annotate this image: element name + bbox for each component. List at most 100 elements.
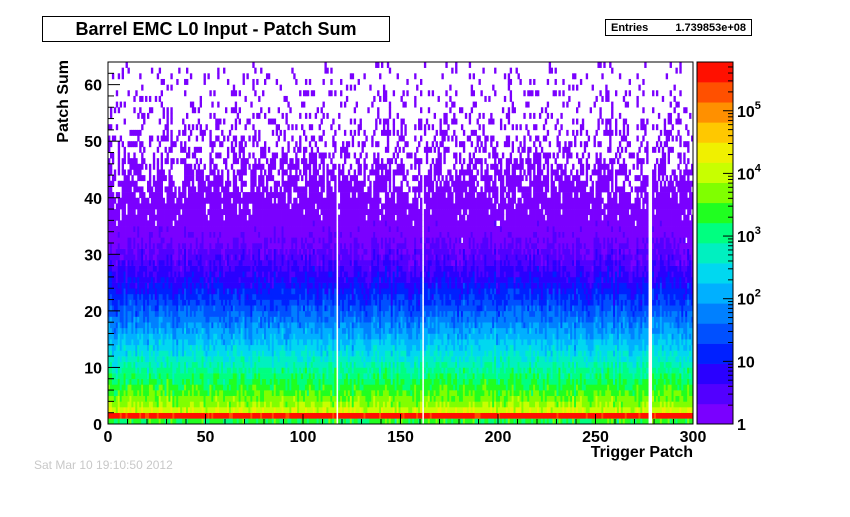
heatmap-cell (304, 112, 308, 119)
heatmap-cell (275, 78, 279, 85)
heatmap-cell (137, 316, 140, 323)
heatmap-cell (260, 231, 263, 238)
heatmap-cell (236, 356, 240, 363)
heatmap-cell (168, 327, 171, 334)
heatmap-cell (287, 333, 290, 340)
heatmap-cell (256, 299, 259, 306)
heatmap-cell (113, 384, 117, 391)
heatmap-cell (219, 412, 222, 419)
heatmap-cell (299, 395, 302, 402)
heatmap-cell (141, 418, 144, 425)
heatmap-cell (187, 395, 191, 402)
heatmap-cell (133, 282, 136, 289)
heatmap-cell (184, 316, 187, 323)
heatmap-cell (125, 384, 128, 391)
heatmap-cell (215, 344, 218, 351)
heatmap-cell (168, 226, 171, 232)
heatmap-cell (186, 254, 189, 261)
heatmap-cell (131, 271, 134, 278)
heatmap-cell (123, 356, 126, 363)
heatmap-cell (285, 322, 288, 329)
heatmap-cell (275, 226, 279, 232)
heatmap-cell (228, 395, 232, 402)
heatmap-cell (267, 407, 271, 413)
heatmap-cell (119, 220, 123, 227)
heatmap-cell (258, 248, 261, 255)
heatmap-cell (306, 209, 310, 216)
heatmap-cell (127, 254, 130, 261)
heatmap-cell (295, 226, 298, 232)
heatmap-cell (193, 197, 197, 204)
heatmap-cell (211, 237, 214, 244)
heatmap-cell (195, 293, 199, 300)
heatmap-cell (299, 237, 302, 244)
heatmap-cell (197, 305, 201, 312)
heatmap-cell (152, 412, 156, 419)
heatmap-cell (195, 390, 199, 397)
heatmap-cell (230, 299, 234, 306)
heatmap-cell (258, 282, 261, 289)
heatmap-cell (287, 214, 290, 221)
heatmap-cell (201, 367, 204, 374)
heatmap-cell (170, 282, 173, 289)
heatmap-cell (230, 310, 234, 317)
heatmap-cell (186, 265, 189, 272)
heatmap-cell (226, 361, 230, 368)
heatmap-cell (113, 361, 117, 368)
heatmap-cell (131, 231, 134, 238)
heatmap-cell (152, 333, 156, 340)
heatmap-cell (301, 333, 304, 340)
heatmap-cell (273, 356, 277, 363)
heatmap-cell (133, 305, 136, 312)
heatmap-cell (209, 310, 212, 317)
heatmap-cell (252, 367, 255, 374)
heatmap-cell (193, 146, 197, 153)
heatmap-cell (176, 350, 179, 357)
heatmap-cell (234, 254, 238, 261)
heatmap-cell (246, 231, 249, 238)
heatmap-cell (162, 243, 165, 249)
heatmap-cell (304, 288, 308, 295)
heatmap-cell (287, 101, 290, 108)
heatmap-cell (252, 78, 255, 85)
heatmap-cell (246, 226, 249, 232)
heatmap-cell (191, 316, 195, 323)
heatmap-cell (304, 169, 308, 176)
heatmap-cell (160, 401, 163, 408)
heatmap-cell (217, 390, 220, 397)
heatmap-cell (308, 373, 312, 380)
heatmap-cell (230, 254, 234, 261)
heatmap-cell (246, 192, 249, 199)
heatmap-cell (135, 197, 138, 204)
heatmap-cell (246, 248, 249, 255)
heatmap-cell (312, 361, 316, 368)
heatmap-cell (145, 350, 148, 357)
heatmap-cell (186, 361, 189, 368)
heatmap-cell (258, 407, 261, 413)
heatmap-cell (262, 214, 265, 221)
heatmap-cell (262, 254, 265, 261)
heatmap-cell (244, 124, 247, 131)
heatmap-cell (295, 265, 298, 272)
heatmap-cell (230, 401, 234, 408)
heatmap-cell (135, 248, 138, 255)
heatmap-cell (240, 310, 243, 317)
heatmap-cell (217, 254, 220, 261)
heatmap-cell (205, 339, 208, 346)
heatmap-cell (150, 276, 154, 283)
heatmap-cell (117, 344, 121, 351)
heatmap-cell (246, 220, 249, 227)
heatmap-cell (176, 333, 179, 340)
heatmap-cell (271, 243, 275, 249)
heatmap-cell (289, 339, 292, 346)
heatmap-cell (267, 197, 271, 204)
heatmap-cell (271, 209, 275, 216)
heatmap-cell (137, 129, 140, 136)
heatmap-cell (234, 226, 238, 232)
heatmap-cell (213, 305, 216, 312)
heatmap-cell (232, 276, 236, 283)
heatmap-cell (150, 395, 154, 402)
heatmap-cell (176, 265, 179, 272)
heatmap-cell (170, 350, 173, 357)
heatmap-cell (295, 163, 298, 170)
